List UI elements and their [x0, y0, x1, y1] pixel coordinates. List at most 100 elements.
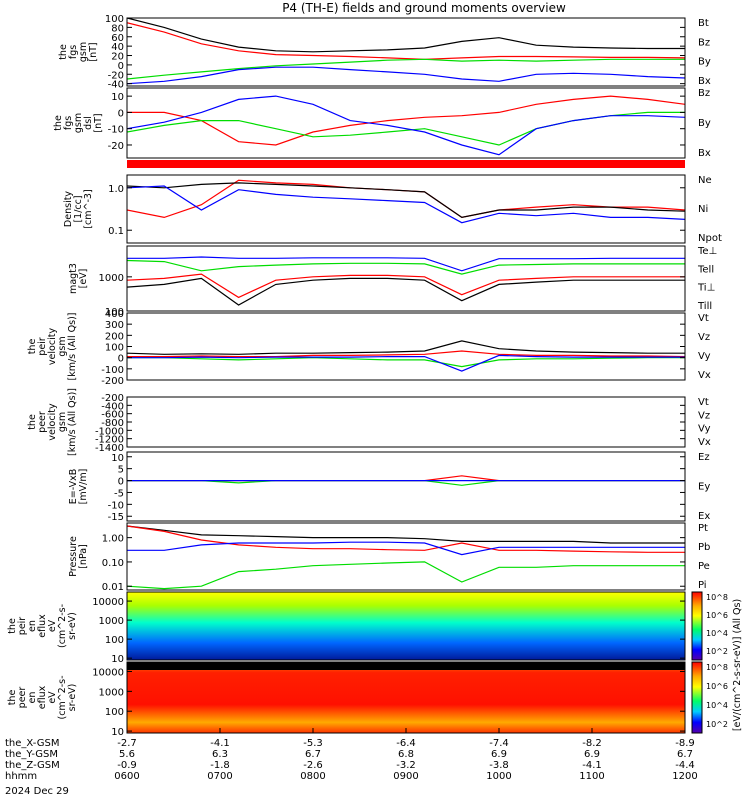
legend-Till: Till	[697, 301, 712, 312]
colorbar-tick-label: 10^2	[706, 647, 728, 656]
legend-Vz: Vz	[698, 410, 710, 421]
series-line-Pt	[126, 525, 685, 544]
series-line-Pe	[126, 561, 685, 590]
y-axis-label: the fgs gsm dsl [nT]	[53, 113, 104, 133]
series-line-Vz	[127, 350, 686, 358]
y-label-line: peer	[37, 411, 48, 433]
y-tick-label: -20	[108, 70, 124, 81]
y-label-line: [mV/m]	[78, 469, 89, 505]
y-tick-label: 0.1	[108, 226, 124, 237]
y-tick-label: -1200	[95, 435, 124, 446]
y-tick-label: -200	[101, 393, 124, 404]
series-line-Vy	[127, 357, 685, 368]
y-label-line: fgs	[68, 45, 79, 59]
y-label-line: the	[58, 44, 69, 60]
legend-Pi: Pi	[698, 580, 707, 591]
y-label-line: gsm	[57, 336, 68, 356]
panel-peir_en: 10000 1000 100 10 the peir en eflux eV (cm^2-s-sr…	[7, 591, 686, 665]
y-tick-label: 60	[111, 33, 124, 44]
legend-Ez: Ez	[698, 452, 710, 463]
y-label-line: the	[53, 115, 64, 131]
y-tick-label: -1000	[95, 426, 124, 437]
y-label-line: [cm^-3]	[83, 189, 94, 228]
x-row-value: 6.3	[212, 749, 228, 760]
y-tick-label: 100	[105, 14, 124, 25]
legend-Tell: Tell	[697, 264, 714, 275]
x-row-value: 6.7	[677, 749, 693, 760]
legend-Vy: Vy	[698, 424, 711, 435]
y-tick-label: 0.10	[102, 558, 124, 569]
y-label-line: the	[7, 618, 18, 634]
y-axis-label: magt3 [eV]	[68, 263, 89, 294]
y-tick-label: -15	[108, 512, 124, 523]
panel-fgs2: 10 0 -10 -20 the fgs gsm dsl [nT] Bz By Bx	[53, 87, 711, 159]
x-row-value: -2.6	[303, 760, 323, 771]
y-tick-label: 0.01	[102, 582, 124, 593]
y-label-line: peer	[17, 687, 28, 709]
y-tick-label: -600	[101, 410, 124, 421]
y-label-line: magt3	[68, 263, 79, 294]
y-tick-label: 1000	[99, 687, 124, 698]
legend-Bz: Bz	[698, 88, 710, 99]
y-tick-label: -40	[108, 80, 124, 91]
y-label-line: the	[27, 414, 38, 430]
colorbar-tick-label: 10^8	[706, 593, 728, 602]
legend-Ni: Ni	[698, 204, 708, 215]
y-label-line: eV	[47, 691, 58, 704]
y-tick-label: -100	[101, 365, 124, 376]
y-tick-label: 1000	[99, 273, 124, 284]
x-row-value: -3.2	[396, 760, 416, 771]
panel-peer: -200-400-600-800-1000-1200-1400 the peer ve…	[27, 388, 711, 456]
spectrogram-fill	[127, 662, 685, 670]
x-row-value: 1000	[486, 771, 511, 782]
y-label-line: gsm	[73, 113, 84, 133]
y-tick-label: -200	[101, 376, 124, 387]
x-row-value: -4.1	[210, 738, 230, 749]
legend-Pt: Pt	[698, 523, 708, 534]
series-line-Ne	[126, 179, 686, 219]
y-label-line: dsl	[83, 116, 94, 130]
legend-Vx: Vx	[698, 437, 711, 448]
panel-pressure: 1.00 0.10 0.01 Pressure [nPa] Pt Pb Pe Pi	[68, 522, 710, 593]
legend-Vy: Vy	[698, 351, 711, 362]
y-label-line: en	[27, 692, 38, 704]
x-row-value: -4.1	[582, 760, 602, 771]
date-label: 2024 Dec 29	[5, 786, 69, 797]
y-tick-label: -10	[108, 500, 124, 511]
colorbar-tick-label: 10^2	[706, 720, 728, 729]
y-label-line: sr-eV)	[67, 612, 78, 640]
y-tick-label: 200	[105, 331, 124, 342]
x-row-value: -2.7	[117, 738, 137, 749]
x-row-value: 6.9	[584, 749, 600, 760]
x-row-value: -5.3	[303, 738, 323, 749]
y-tick-label: 40	[111, 42, 124, 53]
series-line-Vx	[127, 354, 685, 372]
x-row-value: 0700	[207, 771, 232, 782]
colorbar-tick-label: 10^6	[706, 682, 728, 691]
x-row-value: 1200	[672, 771, 697, 782]
y-tick-label: -400	[101, 401, 124, 412]
x-row-value: 5.6	[119, 749, 135, 760]
x-row-value: 0900	[393, 771, 418, 782]
panel-frame	[126, 17, 686, 87]
series-line-Bt	[126, 17, 685, 53]
legend-Pe: Pe	[698, 561, 710, 572]
separator-band	[127, 160, 685, 168]
y-label-line: [nT]	[88, 42, 99, 61]
x-row-value: 6.8	[398, 749, 414, 760]
colorbar: 10^8 10^6 10^4 10^2 10^8 10^6 10^4 10^2 [eV/(cm^…	[691, 591, 743, 734]
legend-Bz: Bz	[698, 37, 710, 48]
legend-By: By	[698, 57, 711, 68]
x-row-value: 1100	[579, 771, 604, 782]
x-row-value: 0800	[300, 771, 325, 782]
y-tick-label: 1.00	[102, 534, 124, 545]
series-line-Ti⊥	[127, 256, 685, 272]
legend-Npot: Npot	[698, 233, 722, 244]
series-line-Till	[126, 259, 685, 275]
y-label-line: en	[27, 620, 38, 632]
x-row-value: -4.4	[675, 760, 695, 771]
y-label-line: gsm	[57, 412, 68, 432]
y-tick-label: -5	[114, 488, 124, 499]
y-tick-label: 10	[111, 654, 124, 665]
